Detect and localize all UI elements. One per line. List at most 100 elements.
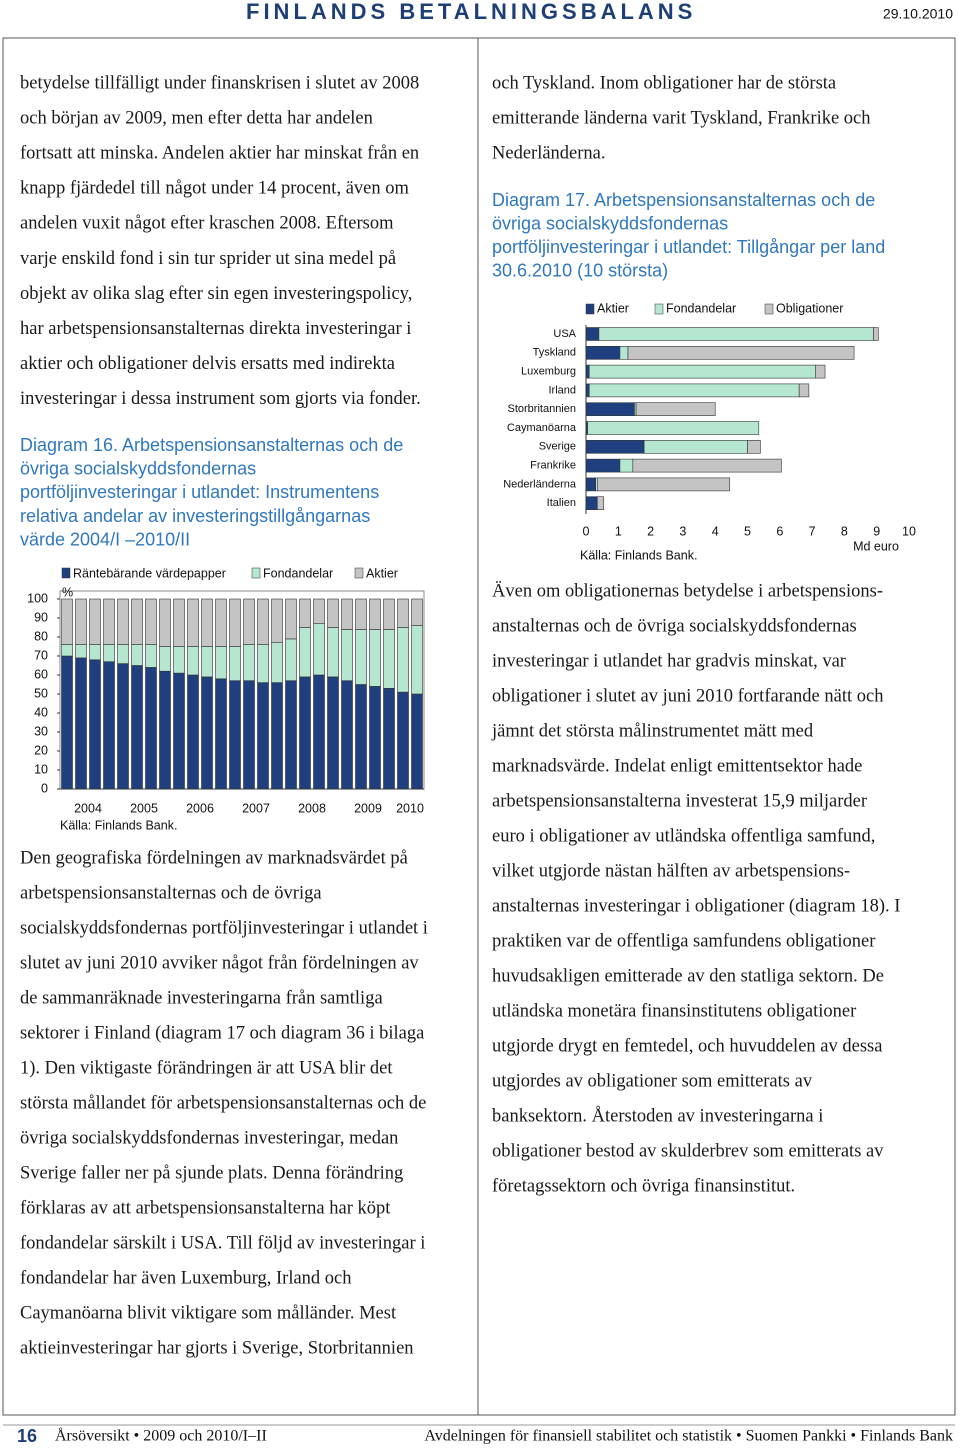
chart-title-line: värde 2004/I –2010/II: [20, 530, 190, 550]
y-tick-label: 40: [34, 705, 48, 719]
body-text-line: 1). Den viktigaste förändringen är att U…: [20, 1058, 393, 1078]
bar-segment: [201, 646, 213, 678]
bar-segment: [798, 383, 810, 398]
chart-title-line: övriga socialskyddsfondernas: [492, 213, 728, 233]
y-tick-label: 10: [34, 762, 48, 776]
bar-segment: [243, 680, 255, 790]
bar-segment: [369, 686, 381, 790]
x-tick-label: 2010: [396, 801, 424, 815]
x-tick-label: 9: [873, 524, 880, 538]
bar-segment: [313, 674, 325, 790]
y-tick-label: Storbritannien: [508, 403, 577, 415]
bar-segment: [75, 598, 87, 645]
bar-segment: [159, 598, 171, 647]
body-text-line: aktier och obligationer delvis ersatts m…: [20, 354, 395, 374]
body-text-line: anstalternas och de övriga socialskyddsf…: [492, 616, 857, 636]
body-text-line: socialskyddsfondernas portföljinvesterin…: [20, 918, 428, 938]
y-tick-label: Frankrike: [530, 460, 576, 472]
bar-segment: [117, 644, 129, 664]
bar-segment: [61, 655, 73, 790]
x-tick-label: 2006: [186, 801, 214, 815]
bar-segment: [873, 327, 879, 341]
body-text-line: vilket utgjorde nästan hälften av arbets…: [492, 861, 850, 881]
chart-title-line: relativa andelar av investeringstillgång…: [20, 506, 370, 526]
bar-segment: [327, 627, 339, 678]
y-tick-label: 20: [34, 743, 48, 757]
bar-segment: [285, 680, 297, 790]
y-tick-label: 80: [34, 629, 48, 643]
bar-segment: [747, 439, 761, 454]
bar-segment: [257, 644, 269, 683]
bar-segment: [585, 496, 598, 511]
x-tick-label: 2007: [242, 801, 270, 815]
bar-segment: [587, 421, 760, 435]
legend-label: Obligationer: [776, 301, 843, 315]
body-text-line: jämnt det största målinstrumentet mätt m…: [491, 721, 814, 741]
bar-segment: [75, 644, 87, 659]
bar-segment: [89, 659, 101, 790]
body-text-line: objekt av olika slag efter sin egen inve…: [20, 284, 412, 304]
bar-segment: [619, 345, 629, 360]
body-text-line: euro i obligationer av utländska offentl…: [492, 826, 875, 846]
y-tick-label: Tyskland: [533, 347, 576, 359]
legend-swatch: [654, 303, 664, 315]
bar-segment: [173, 646, 185, 674]
y-tick-label: Luxemburg: [521, 366, 576, 378]
bar-segment: [201, 676, 213, 790]
legend-swatch: [585, 303, 595, 315]
bar-segment: [229, 646, 241, 682]
legend-swatch: [764, 303, 774, 315]
legend-label: Fondandelar: [666, 301, 736, 315]
bar-segment: [627, 345, 855, 360]
body-text-line: varje enskild fond i sin tur sprider ut …: [20, 249, 396, 269]
body-text-line: marknadsvärde. Indelat enligt emittentse…: [492, 756, 862, 776]
body-text-line: knapp fjärdedel till något under 14 proc…: [20, 179, 409, 199]
body-text-line: fondandelar särskilt i USA. Till följd a…: [20, 1233, 425, 1253]
bar-segment: [117, 663, 129, 790]
legend-swatch: [251, 567, 261, 579]
bar-segment: [643, 439, 748, 454]
body-text-line: och början av 2009, men efter detta har …: [20, 108, 373, 128]
y-tick-label: 30: [34, 724, 48, 738]
bar-segment: [815, 364, 826, 379]
bar-segment: [585, 345, 621, 360]
body-text-line: Den geografiska fördelningen av marknads…: [20, 848, 408, 868]
bar-segment: [131, 598, 143, 645]
body-text-line: fortsatt att minska. Andelen aktier har …: [20, 143, 419, 163]
bar-segment: [369, 598, 381, 630]
bar-segment: [201, 598, 213, 647]
x-tick-label: 1: [615, 524, 622, 538]
body-text-line: största mållandet för arbetspensionsanst…: [20, 1093, 426, 1113]
bar-segment: [313, 598, 325, 625]
body-text-line: anstalternas investeringar i obligatione…: [492, 896, 900, 916]
bar-segment: [145, 644, 157, 668]
bar-segment: [341, 680, 353, 790]
bar-segment: [89, 598, 101, 645]
body-text-line: huvudsakligen emitterade av den statliga…: [492, 966, 884, 986]
x-tick-label: 7: [809, 524, 816, 538]
x-tick-label: 3: [679, 524, 686, 538]
body-text-line: investeringar i dessa instrument som gjo…: [20, 389, 421, 409]
bar-segment: [355, 629, 367, 685]
bar-segment: [131, 644, 143, 666]
y-tick-label: 50: [34, 686, 48, 700]
y-tick-label: 0: [41, 781, 48, 795]
chart-title-line: Diagram 17. Arbetspensionsanstalternas o…: [492, 190, 875, 210]
body-text-line: utländska monetära finansinstitutens obl…: [492, 1001, 856, 1021]
bar-segment: [327, 598, 339, 628]
bar-segment: [257, 682, 269, 790]
legend-swatch: [61, 567, 71, 579]
chart-title-line: portföljinvesteringar i utlandet: Tillgå…: [492, 237, 885, 257]
bar-segment: [299, 598, 311, 628]
chart-source: Källa: Finlands Bank.: [60, 818, 177, 832]
bar-segment: [215, 646, 227, 680]
header-title: FINLANDS BETALNINGSBALANS: [246, 0, 696, 24]
bar-segment: [341, 598, 353, 630]
y-tick-label: Irland: [548, 384, 576, 396]
bar-segment: [383, 629, 395, 689]
bar-segment: [103, 661, 115, 790]
y-tick-label: Italien: [547, 497, 576, 509]
bar-segment: [285, 598, 297, 640]
body-text-line: investeringar i utlandet har gradvis min…: [492, 651, 846, 671]
x-tick-label: 8: [841, 524, 848, 538]
